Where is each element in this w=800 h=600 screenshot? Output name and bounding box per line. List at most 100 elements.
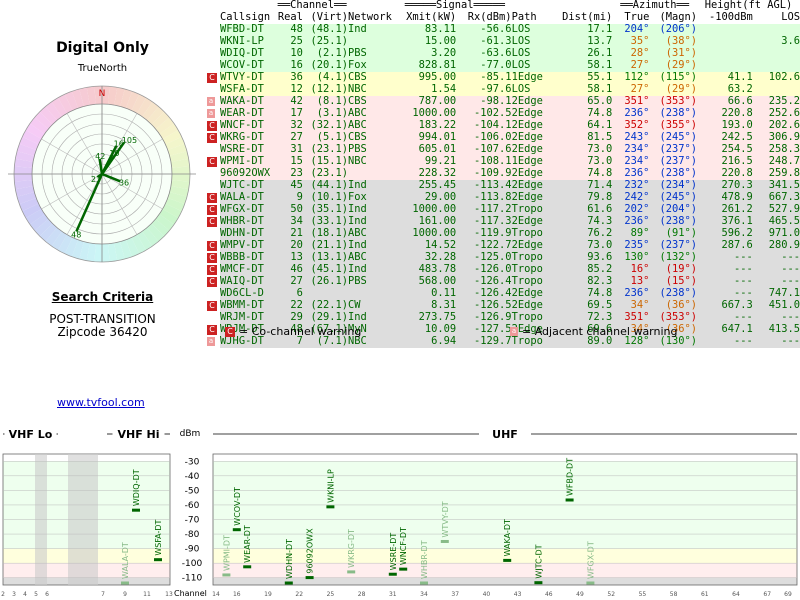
callsign-cell[interactable]: WJHG-DT xyxy=(220,335,264,347)
true-azimuth-cell: 34° xyxy=(630,299,650,311)
station-marker xyxy=(388,572,397,576)
x-tick-label: 31 xyxy=(389,591,397,598)
real-channel-cell: 27 xyxy=(290,275,303,287)
real-channel-cell: 50 xyxy=(290,203,303,215)
station-marker-label: WAKA-DT xyxy=(503,519,512,556)
x-tick-label: 25 xyxy=(327,591,335,598)
xmit-power-cell: 0.11 xyxy=(431,287,457,299)
height-100dbm-cell: --- xyxy=(734,251,753,263)
callsign-cell[interactable]: WDHN-DT xyxy=(220,227,264,239)
col-callsign: Callsign xyxy=(220,11,271,23)
height-100dbm-cell: 242.5 xyxy=(721,131,753,143)
callsign-cell[interactable]: WJTC-DT xyxy=(220,179,264,191)
callsign-cell[interactable]: WALA-DT xyxy=(220,191,264,203)
callsign-cell[interactable]: WKNI-LP xyxy=(220,35,264,47)
callsign-cell[interactable]: 96092OWX xyxy=(220,167,271,179)
table-row: WSRE-DT 31 (23.1) PBS 605.01 -107.6 2Edge 73.0 2… xyxy=(205,143,800,156)
callsign-cell[interactable]: WEAR-DT xyxy=(220,107,264,119)
co-channel-warning-icon: C xyxy=(207,193,217,203)
callsign-cell[interactable]: WPMI-DT xyxy=(220,155,264,167)
virtual-channel-cell: (26.1) xyxy=(310,275,349,287)
virtual-channel-cell: (8.1) xyxy=(316,95,349,107)
path-cell: Tropo xyxy=(511,251,543,263)
virtual-channel-cell: (23.1) xyxy=(310,167,349,179)
callsign-cell[interactable]: WSRE-DT xyxy=(220,143,264,155)
callsign-cell[interactable]: WD6CL-D xyxy=(220,287,264,299)
magnetic-azimuth-cell: (91°) xyxy=(665,227,697,239)
callsign-cell[interactable]: WBBB-DT xyxy=(220,251,264,263)
distance-cell: 71.4 xyxy=(587,179,613,191)
height-100dbm-cell: 261.2 xyxy=(721,203,753,215)
col-network: Network xyxy=(348,11,392,23)
station-marker xyxy=(243,565,252,569)
adjacent-channel-legend: = Adjacent channel warning xyxy=(522,325,678,338)
height-los-cell: 258.3 xyxy=(768,143,800,155)
compass-ring-segment xyxy=(142,101,159,121)
real-channel-cell: 10 xyxy=(290,47,303,59)
callsign-cell[interactable]: WAIQ-DT xyxy=(220,275,264,287)
warning-cell: C xyxy=(205,156,221,168)
callsign-cell[interactable]: WNCF-DT xyxy=(220,119,264,131)
height-100dbm-cell: 193.0 xyxy=(721,119,753,131)
x-tick-label: 19 xyxy=(264,591,272,598)
callsign-cell[interactable]: WCOV-DT xyxy=(220,59,264,71)
virtual-channel-cell: (21.1) xyxy=(310,239,349,251)
channel-group-header: Channel xyxy=(290,0,334,11)
height-100dbm-cell: 220.8 xyxy=(721,167,753,179)
x-tick-label: 69 xyxy=(784,591,792,598)
compass-ring-segment xyxy=(120,88,133,109)
callsign-cell[interactable]: WDIQ-DT xyxy=(220,47,264,59)
page-title: Digital Only xyxy=(56,40,149,56)
callsign-cell[interactable]: WTVY-DT xyxy=(220,71,264,83)
station-vector-label: 42 xyxy=(95,152,105,161)
callsign-cell[interactable]: WRJM-DT xyxy=(220,323,264,335)
rx-signal-cell: -102.5 xyxy=(474,107,512,119)
y-tick-label: -30 xyxy=(185,457,200,467)
height-los-cell: 971.0 xyxy=(768,227,800,239)
adjacent-channel-warning-icon: a xyxy=(207,97,215,106)
magnetic-azimuth-cell: (132°) xyxy=(659,251,697,263)
callsign-cell[interactable]: WKRG-DT xyxy=(220,131,264,143)
tvfool-link[interactable]: www.tvfool.com xyxy=(57,396,145,409)
station-marker xyxy=(284,581,293,585)
station-marker xyxy=(121,581,129,585)
x-tick-label: 64 xyxy=(732,591,740,598)
path-cell: 2Edge xyxy=(511,299,543,311)
virtual-channel-cell: (44.1) xyxy=(310,179,349,191)
station-vector-label: 105 xyxy=(122,136,137,145)
compass-ring-segment xyxy=(22,203,42,218)
callsign-cell[interactable]: WBMM-DT xyxy=(220,299,264,311)
height-los-cell: 3.6 xyxy=(781,35,800,47)
station-marker xyxy=(534,581,543,585)
network-cell: Ind xyxy=(348,203,367,215)
spectrum-chart: VHF Lo VHF Hi UHF dBm -30 -40 -50 -60 -70 -80 -90 -… xyxy=(1,428,798,598)
true-azimuth-cell: 89° xyxy=(630,227,650,239)
callsign-cell[interactable]: WFBD-DT xyxy=(220,23,264,35)
network-cell: NBC xyxy=(348,83,367,95)
callsign-cell[interactable]: WFGX-DT xyxy=(220,203,264,215)
real-channel-cell: 29 xyxy=(290,311,303,323)
height-100dbm-cell xyxy=(697,48,753,60)
network-cell: CBS xyxy=(348,71,367,83)
magnetic-azimuth-cell: (234°) xyxy=(659,179,697,191)
callsign-cell[interactable]: WHBR-DT xyxy=(220,215,264,227)
compass-ring-segment xyxy=(162,130,182,145)
compass-ring-segment xyxy=(155,214,175,231)
compass-ring-segment xyxy=(45,227,62,247)
rx-signal-cell: -56.6 xyxy=(480,23,512,35)
vhf-hi-header: VHF Hi xyxy=(117,428,159,441)
network-cell: Ind xyxy=(348,215,367,227)
xmit-power-cell: 29.00 xyxy=(424,191,457,203)
callsign-cell[interactable]: WAKA-DT xyxy=(220,95,264,107)
callsign-cell[interactable]: WMPV-DT xyxy=(220,239,264,251)
virtual-channel-cell: (29.1) xyxy=(310,311,349,323)
height-los-cell: 280.9 xyxy=(768,239,800,251)
real-channel-cell: 34 xyxy=(290,215,303,227)
callsign-cell[interactable]: WSFA-DT xyxy=(220,83,264,95)
real-channel-cell: 6 xyxy=(296,287,303,299)
height-100dbm-cell: 270.3 xyxy=(721,179,753,191)
virtual-channel-cell: (7.1) xyxy=(316,335,349,347)
distance-cell: 61.6 xyxy=(587,203,613,215)
callsign-cell[interactable]: WMCF-DT xyxy=(220,263,264,275)
callsign-cell[interactable]: WRJM-DT xyxy=(220,311,264,323)
